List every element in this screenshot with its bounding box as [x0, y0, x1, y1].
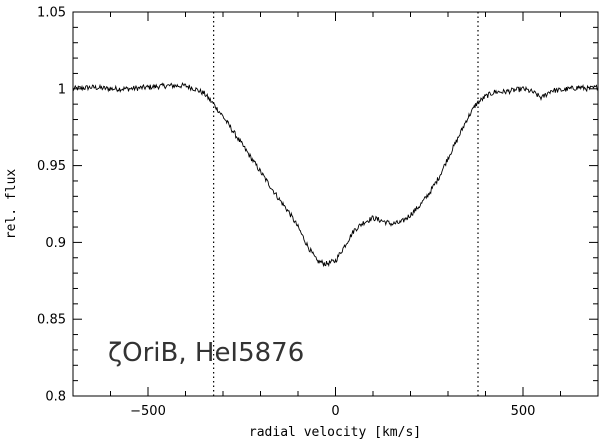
reference-lines	[213, 12, 479, 396]
x-tick-label: −500	[130, 404, 166, 419]
y-tick-label: 0.8	[45, 390, 66, 405]
y-tick-label: 0.95	[37, 159, 66, 174]
y-axis: 0.8 0.85 0.9 0.95 1 1.05	[37, 6, 598, 405]
y-tick-label: 0.85	[37, 313, 66, 328]
x-axis-label: radial velocity [km/s]	[249, 425, 421, 440]
y-tick-label: 0.9	[45, 236, 66, 251]
x-tick-label: 0	[331, 404, 339, 419]
annotation-label: ζOriB, HeI5876	[108, 338, 304, 368]
y-axis-label: rel. flux	[4, 169, 19, 240]
x-tick-label: 500	[511, 404, 536, 419]
y-tick-label: 1.05	[37, 6, 66, 21]
y-tick-label: 1	[58, 82, 66, 97]
spectrum-line	[72, 82, 599, 268]
x-axis: −500 0 500	[72, 12, 599, 419]
